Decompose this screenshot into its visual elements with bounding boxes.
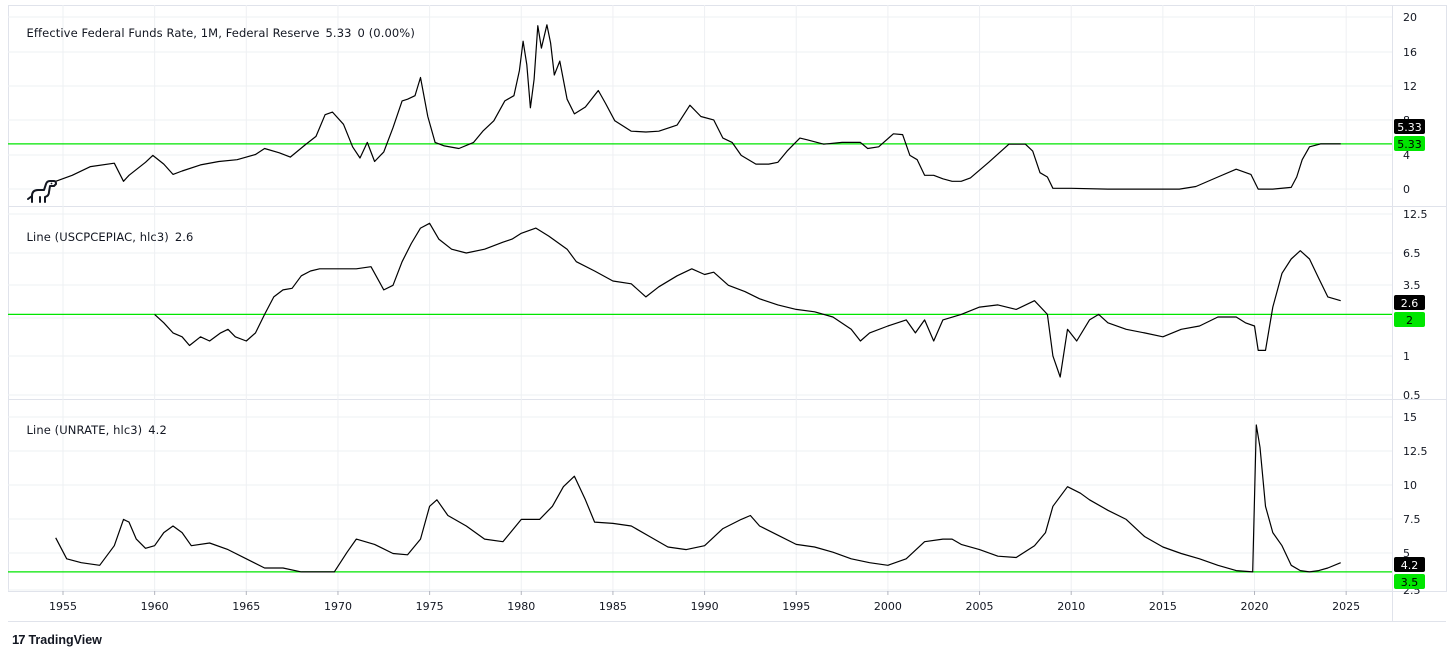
pane-1-series-line[interactable] xyxy=(55,24,1341,190)
pane-1-change: 0 (0.00%) xyxy=(357,26,415,40)
x-tick-label-1960: 1960 xyxy=(141,600,169,613)
pane-1-y-tick-label: 4 xyxy=(1403,149,1410,162)
tradingview-logo-icon: 17 xyxy=(12,632,26,647)
x-tick-label-1965: 1965 xyxy=(232,600,260,613)
pane-1-last-value-tag xyxy=(1394,119,1425,134)
x-tick-label-2020: 2020 xyxy=(1241,600,1269,613)
tradingview-brand[interactable]: 17 TradingView xyxy=(12,632,102,647)
pane-2-legend: Line (USCPCEPIAC, hlc3) 2.6 xyxy=(19,216,199,244)
pane-1-last-value-tag-label: 5.33 xyxy=(1397,121,1422,134)
pane-2-level-tag xyxy=(1394,312,1425,327)
x-tick-label-2010: 2010 xyxy=(1057,600,1085,613)
chart-frame xyxy=(8,5,1447,592)
pane-2-y-tick-label: 0.5 xyxy=(1403,389,1421,402)
pane-2-y-tick-label: 1 xyxy=(1403,350,1410,363)
pane-3-series-line[interactable] xyxy=(55,424,1341,573)
x-tick-label-1975: 1975 xyxy=(416,600,444,613)
x-tick-label-2005: 2005 xyxy=(966,600,994,613)
pane-2-level-tag-label: 2 xyxy=(1406,314,1413,327)
pane-1-y-tick-label: 12 xyxy=(1403,80,1417,93)
pane-3-y-tick-label: 5 xyxy=(1403,547,1410,560)
brand-label: TradingView xyxy=(28,632,102,647)
pane-2-last-value-tag-label: 2.6 xyxy=(1401,297,1419,310)
x-tick-label-1990: 1990 xyxy=(691,600,719,613)
pane-1-y-tick-label: 16 xyxy=(1403,46,1417,59)
pane-2-y-tick-label: 6.5 xyxy=(1403,247,1421,260)
pane-3-last-value-tag-label: 4.2 xyxy=(1401,559,1419,572)
x-tick-label-1995: 1995 xyxy=(782,600,810,613)
pane-3-level-tag xyxy=(1394,574,1425,589)
x-tick-label-1970: 1970 xyxy=(324,600,352,613)
dinosaur-icon xyxy=(27,180,57,203)
x-tick-label-1980: 1980 xyxy=(507,600,535,613)
pane-2-y-tick-label: 3.5 xyxy=(1403,279,1421,292)
pane-1-last-value: 5.33 xyxy=(325,26,352,40)
pane-3-legend: Line (UNRATE, hlc3) 4.2 xyxy=(19,409,173,437)
pane-3-y-tick-label: 7.5 xyxy=(1403,513,1421,526)
x-tick-label-1985: 1985 xyxy=(599,600,627,613)
pane-3-y-tick-label: 12.5 xyxy=(1403,445,1428,458)
pane-1-legend: Effective Federal Funds Rate, 1M, Federa… xyxy=(19,12,421,40)
pane-3-last-value-tag xyxy=(1394,557,1425,572)
pane-1-y-tick-label: 0 xyxy=(1403,183,1410,196)
pane-1-level-tag-label: 5.33 xyxy=(1397,138,1422,151)
pane-1-level-tag xyxy=(1394,136,1425,151)
pane-3-last-value: 4.2 xyxy=(148,423,167,437)
pane-2-series-title: Line (USCPCEPIAC, hlc3) xyxy=(26,230,169,244)
x-tick-label-2000: 2000 xyxy=(874,600,902,613)
x-tick-label-1955: 1955 xyxy=(49,600,77,613)
x-tick-label-2025: 2025 xyxy=(1332,600,1360,613)
pane-3-y-tick-label: 15 xyxy=(1403,411,1417,424)
pane-2-last-value-tag xyxy=(1394,295,1425,310)
pane-2-series-line[interactable] xyxy=(154,222,1341,378)
pane-2-y-tick-label: 12.5 xyxy=(1403,208,1428,221)
pane-3-series-title: Line (UNRATE, hlc3) xyxy=(26,423,143,437)
pane-1-y-tick-label: 20 xyxy=(1403,11,1417,24)
x-tick-label-2015: 2015 xyxy=(1149,600,1177,613)
pane-1-series-title: Effective Federal Funds Rate, 1M, Federa… xyxy=(26,26,320,40)
pane-2-last-value: 2.6 xyxy=(174,230,194,244)
pane-3-level-tag-label: 3.5 xyxy=(1401,576,1419,589)
pane-3-y-tick-label: 10 xyxy=(1403,479,1417,492)
